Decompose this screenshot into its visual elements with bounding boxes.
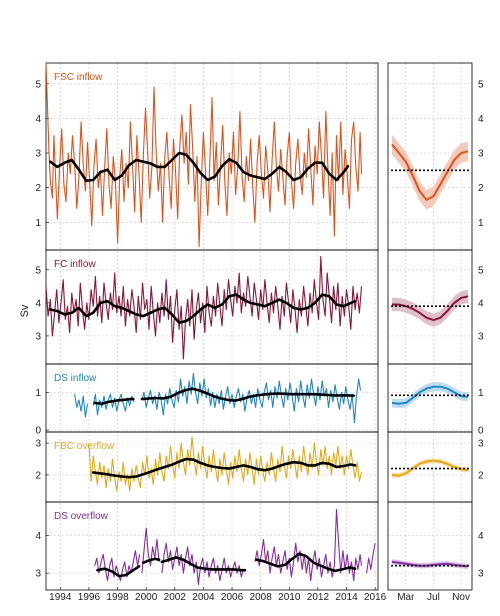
- season-x-tick-label: Jul: [427, 592, 440, 603]
- series-line-ds-inflow: [141, 372, 362, 424]
- smoothed-line: [255, 552, 357, 573]
- seasonal-band: [392, 134, 468, 210]
- panel-title: FC inflow: [54, 259, 96, 270]
- y-tick-label: 3: [35, 331, 41, 342]
- panel-title: FSC inflow: [54, 72, 103, 83]
- x-tick-label: 2014: [335, 592, 358, 603]
- y-tick-label: 1: [35, 218, 41, 229]
- y-tick-label: 4: [35, 531, 41, 542]
- season-y-tick-label: 4: [478, 531, 484, 542]
- x-tick-label: 2000: [135, 592, 158, 603]
- x-tick-label: 2008: [250, 592, 273, 603]
- season-y-tick-label: 3: [478, 569, 484, 580]
- x-tick-label: 1996: [78, 592, 101, 603]
- panel-frame: [45, 62, 379, 251]
- panel-title: DS overflow: [54, 511, 109, 522]
- series-line-ds-overflow: [254, 508, 363, 582]
- panel-title: FBC overflow: [54, 441, 115, 452]
- y-tick-label: 1: [35, 388, 41, 399]
- season-panel-frame: [387, 501, 473, 591]
- x-tick-label: 2002: [164, 592, 187, 603]
- season-y-tick-label: 4: [478, 114, 484, 125]
- x-tick-label: 2006: [221, 592, 244, 603]
- y-tick-label: 2: [35, 183, 41, 194]
- y-axis-label: Sv: [19, 304, 31, 317]
- series-line-ds-inflow: [74, 394, 89, 418]
- y-tick-label: 2: [35, 470, 41, 481]
- seasonal-mean-line: [391, 459, 469, 477]
- series-line-ds-overflow: [94, 550, 141, 582]
- season-y-tick-label: 3: [478, 331, 484, 342]
- season-y-tick-label: 2: [478, 183, 484, 194]
- seasonal-band: [392, 458, 468, 479]
- series-line-ds-overflow: [161, 542, 245, 585]
- smoothed-line: [142, 557, 161, 564]
- season-y-tick-label: 0: [478, 426, 484, 437]
- x-tick-label: 2016: [364, 592, 387, 603]
- seasonal-band: [392, 289, 468, 327]
- smoothed-line: [49, 293, 357, 324]
- series-line-ds-overflow: [141, 527, 160, 574]
- y-tick-label: 3: [35, 569, 41, 580]
- season-y-tick-label: 4: [478, 298, 484, 309]
- season-y-tick-label: 5: [478, 79, 484, 90]
- season-y-tick-label: 5: [478, 265, 484, 276]
- series-line-fbc-overflow: [88, 436, 363, 492]
- y-tick-label: 3: [35, 439, 41, 450]
- x-tick-label: 1998: [106, 592, 129, 603]
- season-y-tick-label: 3: [478, 149, 484, 160]
- season-y-tick-label: 1: [478, 388, 484, 399]
- season-y-tick-label: 2: [478, 470, 484, 481]
- y-tick-label: 5: [35, 79, 41, 90]
- season-y-tick-label: 1: [478, 218, 484, 229]
- series-line-ds-overflow: [366, 543, 376, 574]
- series-line-fsc-inflow: [45, 62, 363, 248]
- y-tick-label: 4: [35, 114, 41, 125]
- seasonal-band: [392, 559, 468, 569]
- smoothed-line: [91, 457, 357, 479]
- x-tick-label: 2004: [192, 592, 215, 603]
- y-tick-label: 0: [35, 426, 41, 437]
- y-tick-label: 3: [35, 149, 41, 160]
- season-y-tick-label: 3: [478, 439, 484, 450]
- smoothed-line: [160, 556, 247, 572]
- panel-title: DS inflow: [54, 373, 97, 384]
- x-tick-label: 2012: [307, 592, 330, 603]
- y-tick-label: 5: [35, 265, 41, 276]
- seasonal-mean-line: [391, 385, 469, 405]
- smoothed-line: [93, 397, 135, 405]
- smoothed-line: [140, 387, 355, 402]
- panel-frame: [45, 501, 379, 591]
- smoothed-line: [96, 565, 141, 578]
- x-tick-label: 2010: [278, 592, 301, 603]
- smoothed-line: [49, 151, 350, 182]
- season-x-tick-label: Mar: [397, 592, 415, 603]
- season-x-tick-label: Nov: [452, 592, 470, 603]
- y-tick-label: 4: [35, 298, 41, 309]
- x-tick-label: 1994: [49, 592, 72, 603]
- seasonal-mean-line: [391, 143, 469, 202]
